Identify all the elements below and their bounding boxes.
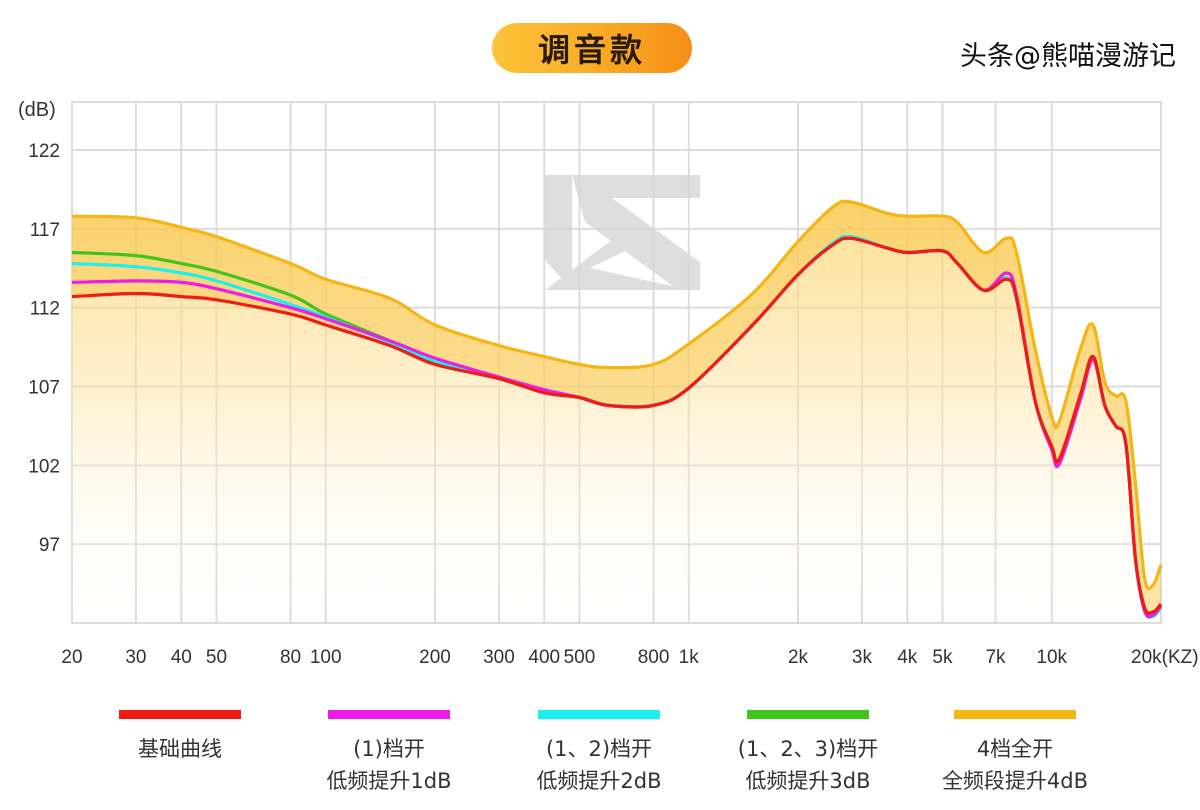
legend-swatch <box>747 710 869 719</box>
x-tick-value: 400 <box>528 647 560 668</box>
x-tick-label: 400 <box>528 647 560 668</box>
x-tick-label: 10k <box>1036 647 1067 668</box>
x-tick-value: 3k <box>852 647 873 668</box>
x-tick-label: 5k <box>932 647 953 668</box>
y-tick-label: 122 <box>28 141 60 162</box>
frequency-response-chart: 122 117 112 107 102 97 20 30 40 50 80 100 200 300 400… <box>18 99 1199 668</box>
y-tick-label: 117 <box>30 220 60 241</box>
x-tick-value: 5k <box>932 647 953 668</box>
x-tick-label: 500 <box>564 647 596 668</box>
legend-item: (1)档开低频提升1dB <box>309 710 469 797</box>
x-tick-label: 2k <box>788 647 809 668</box>
y-tick-label: 107 <box>28 378 60 399</box>
legend-label: 全频段提升4dB <box>941 769 1089 793</box>
x-tick-label: 80 <box>280 647 301 668</box>
series-line-0 <box>71 199 1163 591</box>
y-tick-label: 102 <box>28 456 60 477</box>
legend-swatch <box>119 710 241 719</box>
x-tick-value: 80 <box>280 647 301 668</box>
x-tick-value: 20 <box>61 647 82 668</box>
legend-label: (1、2)档开 <box>545 737 653 761</box>
x-tick-value: 7k <box>985 647 1006 668</box>
legend-item: (1、2、3)档开 低频提升3dB <box>728 710 888 797</box>
x-tick-label: 800 <box>638 647 670 668</box>
x-tick-value: 200 <box>419 647 451 668</box>
legend-swatch <box>538 710 660 719</box>
x-tick-label: 3k <box>852 647 873 668</box>
series-line-4 <box>71 236 1163 615</box>
x-tick-value: 2k <box>788 647 809 668</box>
y-tick-label: 97 <box>39 535 60 556</box>
legend-label: 低频提升2dB <box>536 769 662 793</box>
x-tick-label: 200 <box>419 647 451 668</box>
x-tick-label: 300 <box>483 647 515 668</box>
x-tick-value: 300 <box>483 647 515 668</box>
x-tick-value: 10k <box>1036 647 1067 668</box>
legend-item: (1、2)档开 低频提升2dB <box>519 710 679 797</box>
area-fill <box>72 201 1161 623</box>
x-tick-label: 50 <box>206 647 227 668</box>
x-tick-value: 20k <box>1131 647 1162 668</box>
y-tick-label: 112 <box>30 299 60 320</box>
legend-label: 基础曲线 <box>138 737 222 761</box>
x-tick-label: 20k(KZ) <box>1131 647 1199 668</box>
y-axis-unit-label: (dB) <box>18 99 56 121</box>
legend-label: 4档全开 <box>976 737 1054 761</box>
x-tick-label: 4k <box>897 647 918 668</box>
legend-item: 基础曲线 <box>100 710 260 765</box>
kz-logo-watermark <box>545 175 700 290</box>
x-tick-label: 30 <box>125 647 146 668</box>
watermark-text: 头条@熊喵漫游记 <box>960 41 1176 72</box>
x-tick-value: 500 <box>564 647 596 668</box>
x-tick-value: 30 <box>125 647 146 668</box>
legend-label: (1)档开 <box>353 737 425 761</box>
x-tick-label: 20 <box>61 647 82 668</box>
chart-title: 调音款 <box>492 23 692 73</box>
x-tick-label: 40 <box>171 647 192 668</box>
x-tick-value: 40 <box>171 647 192 668</box>
x-tick-value: 1k <box>679 647 700 668</box>
x-tick-label: 100 <box>310 647 342 668</box>
x-tick-value: 800 <box>638 647 670 668</box>
x-tick-value: 100 <box>310 647 342 668</box>
x-axis-unit-label: (KZ) <box>1162 647 1199 668</box>
legend-swatch <box>954 710 1076 719</box>
x-tick-label: 1k <box>679 647 700 668</box>
x-tick-value: 4k <box>897 647 918 668</box>
x-tick-value: 50 <box>206 647 227 668</box>
x-tick-label: 7k <box>985 647 1006 668</box>
legend-item: 4档全开全频段提升4dB <box>935 710 1095 797</box>
boost-band-fill <box>72 201 1161 614</box>
legend-label: 低频提升3dB <box>745 769 871 793</box>
legend-swatch <box>328 710 450 719</box>
legend-label: (1、2、3)档开 <box>737 737 879 761</box>
legend-label: 低频提升1dB <box>326 769 452 793</box>
